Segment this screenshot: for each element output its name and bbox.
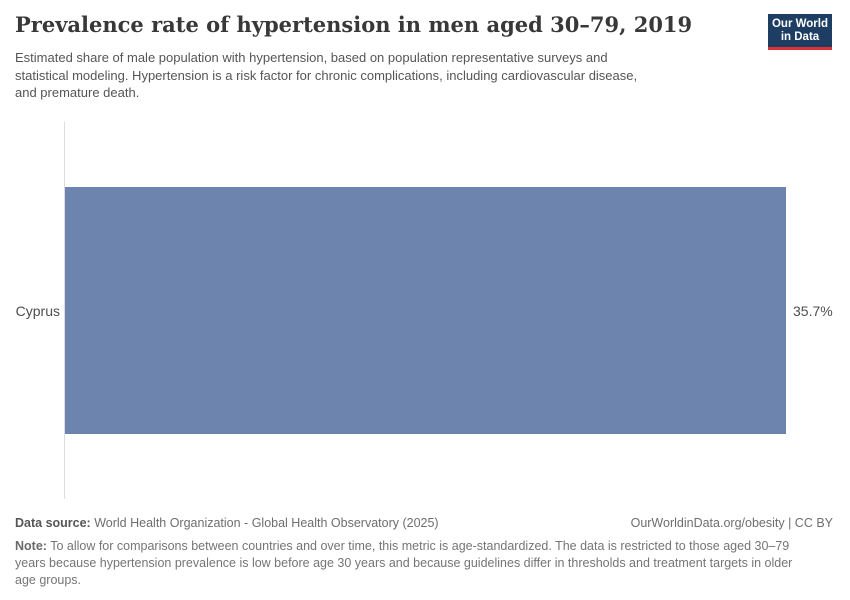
data-source-text: World Health Organization - Global Healt… (94, 516, 439, 530)
value-label-cyprus: 35.7% (793, 303, 833, 319)
note-text: To allow for comparisons between countri… (15, 539, 793, 587)
chart-title: Prevalence rate of hypertension in men a… (15, 12, 693, 37)
y-axis-line (64, 122, 65, 499)
cyprus-bar[interactable] (65, 187, 786, 434)
data-source-label: Data source: (15, 516, 91, 530)
chart-subtitle: Estimated share of male population with … (15, 50, 638, 100)
owid-logo-line1: Our World (771, 17, 828, 30)
category-label-cyprus: Cyprus (15, 303, 60, 319)
attribution-link[interactable]: OurWorldinData.org/obesity | CC BY (630, 516, 833, 530)
sources-row: Data source: World Health Organization -… (15, 516, 833, 530)
note-label: Note: (15, 539, 47, 553)
owid-logo-line2: in Data (780, 30, 820, 43)
data-source-line: Data source: World Health Organization -… (15, 516, 439, 530)
note-block: Note: To allow for comparisons between c… (15, 538, 835, 589)
owid-logo[interactable]: Our World in Data (768, 14, 832, 50)
